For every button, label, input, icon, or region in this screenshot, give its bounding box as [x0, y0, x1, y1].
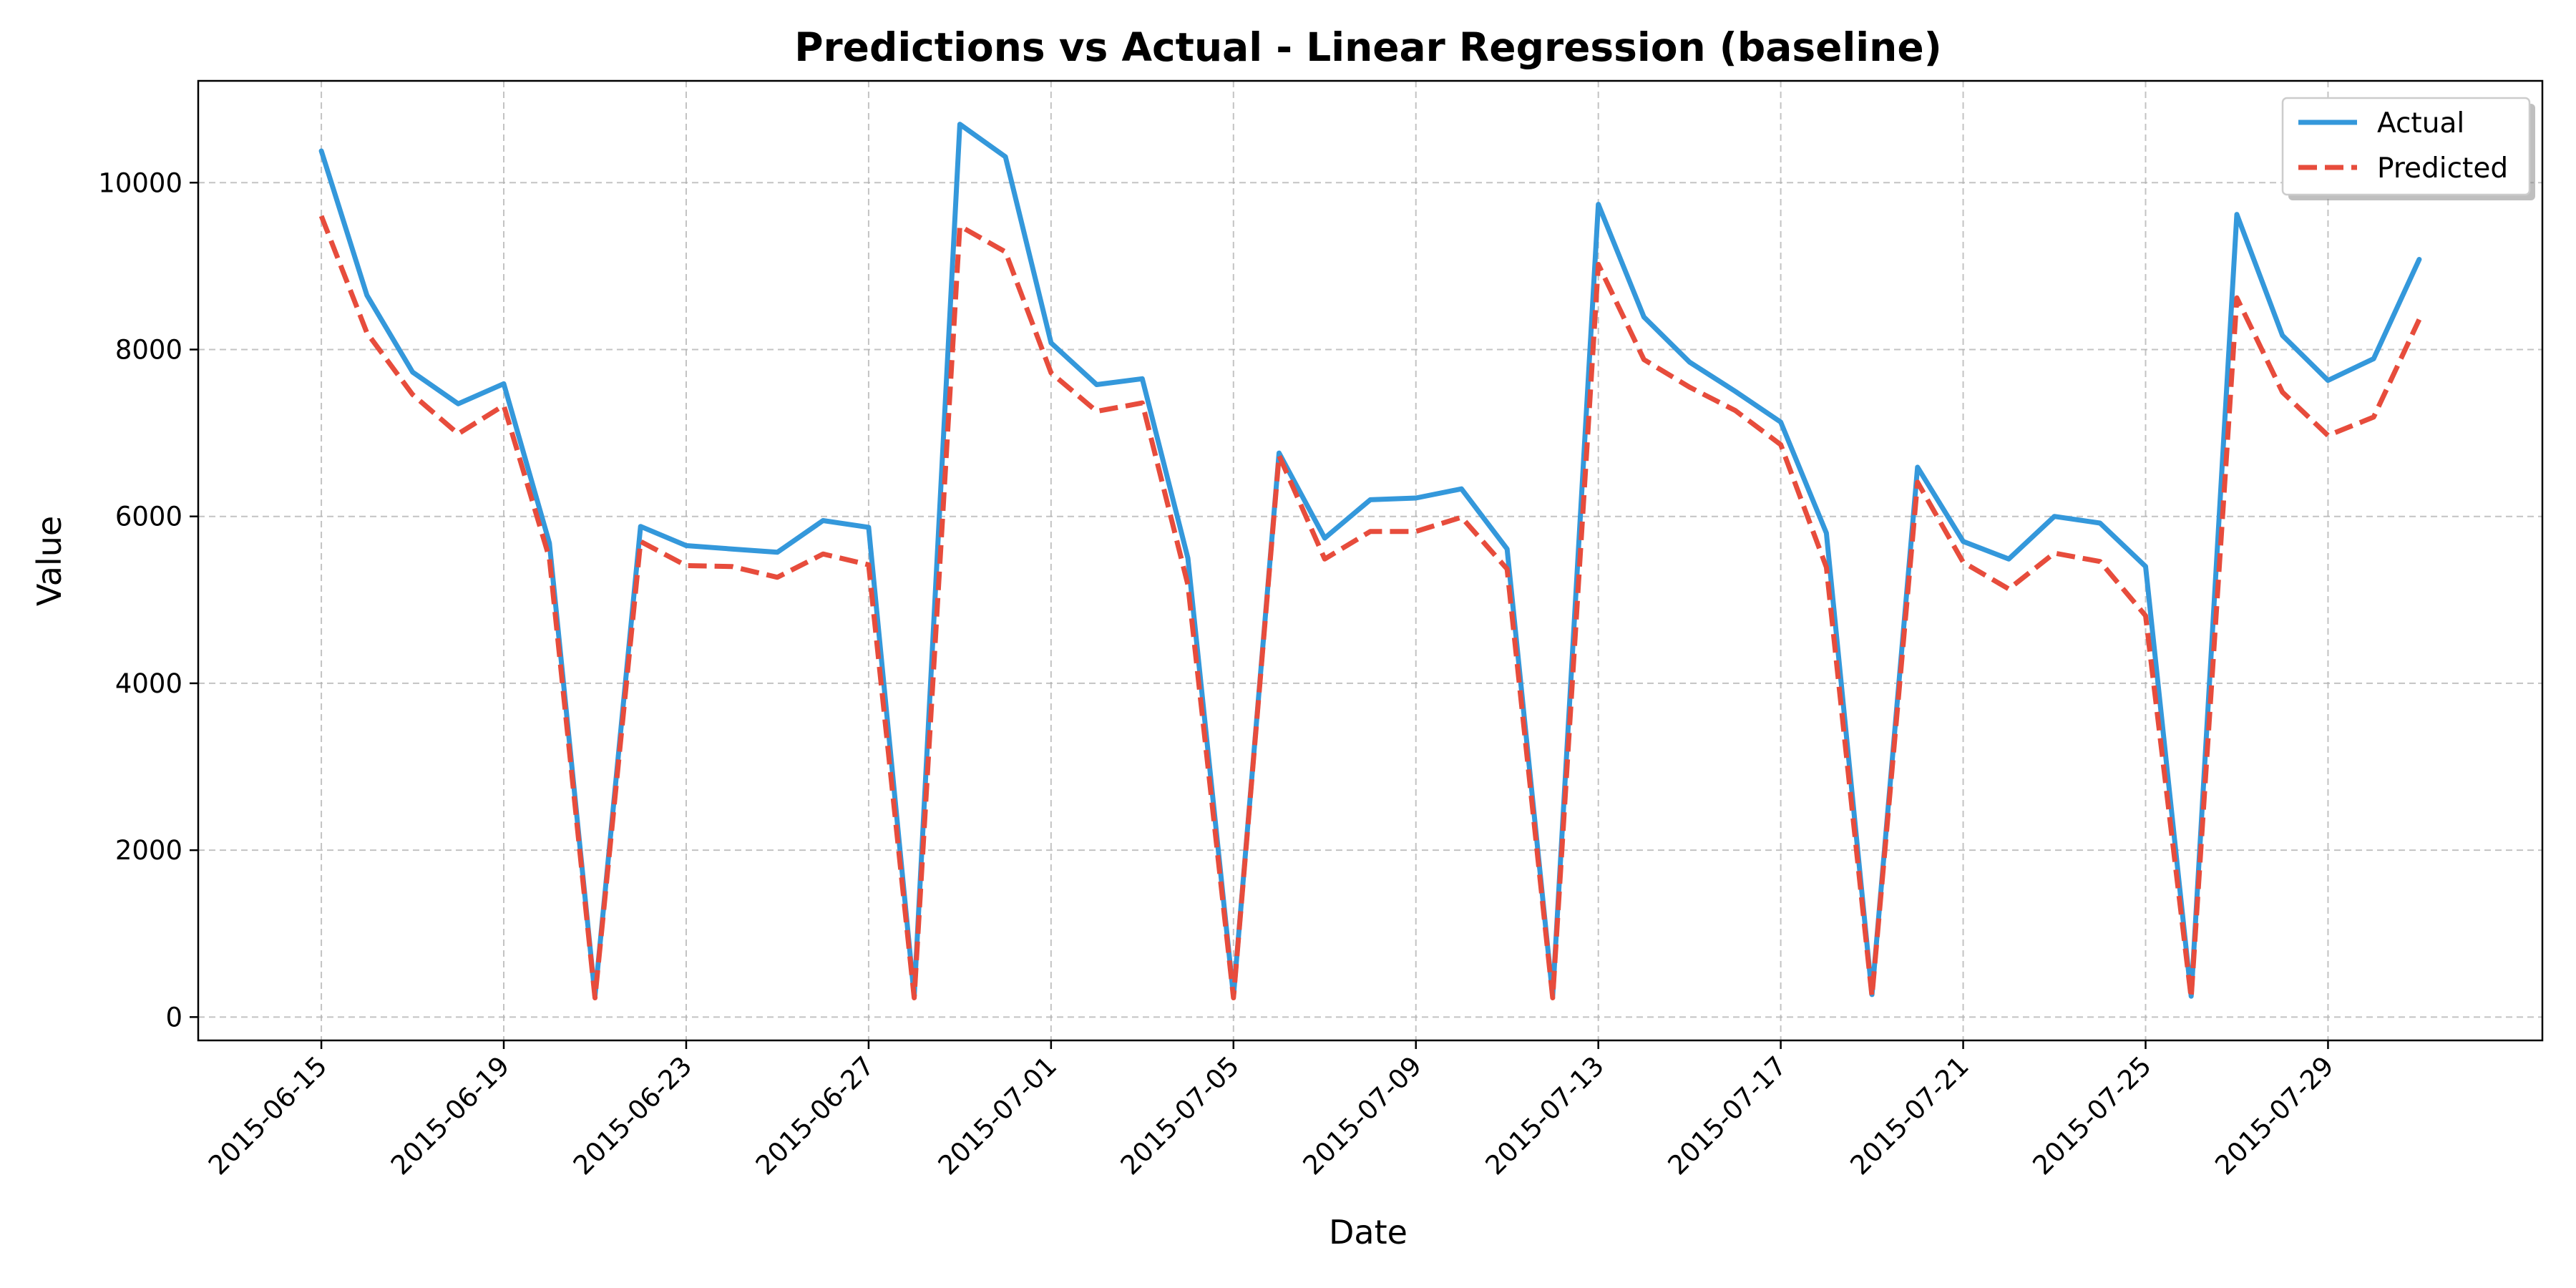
chart-title: Predictions vs Actual - Linear Regressio… [794, 24, 1942, 70]
x-axis-label: Date [1329, 1213, 1407, 1252]
y-tick-label: 8000 [115, 334, 182, 365]
legend-label-actual: Actual [2377, 107, 2464, 140]
y-tick-label: 10000 [98, 167, 182, 198]
y-axis-label: Value [30, 516, 69, 606]
y-tick-label: 0 [165, 1002, 182, 1033]
y-tick-label: 2000 [115, 835, 182, 866]
legend: Actual Predicted [2281, 97, 2535, 200]
legend-label-predicted: Predicted [2377, 152, 2508, 185]
y-axis-ticks: 0 2000 4000 6000 8000 10000 [98, 167, 198, 1033]
plot-frame [197, 79, 2544, 1042]
y-tick-label: 6000 [115, 502, 182, 532]
grid-lines [198, 81, 2542, 1040]
series-line-actual [318, 122, 2422, 999]
y-tick-label: 4000 [115, 668, 182, 699]
series-line-predicted [318, 215, 2422, 1000]
series-lines [318, 122, 2422, 1000]
